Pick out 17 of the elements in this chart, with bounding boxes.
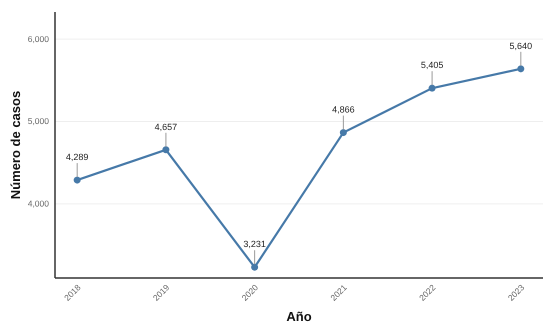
point xyxy=(428,84,436,92)
text: 4,866 xyxy=(332,104,355,115)
y-axis-title: Número de casos xyxy=(8,90,23,200)
text: 5,640 xyxy=(510,40,532,51)
text: 3,231 xyxy=(243,239,266,250)
point xyxy=(251,264,258,271)
y-tick-label: 5,000 xyxy=(28,116,50,126)
point xyxy=(340,129,347,136)
y-tick-label: 4,000 xyxy=(28,198,50,209)
point xyxy=(517,65,524,72)
x-axis-title: Año xyxy=(286,309,312,324)
y-tick-label: 6,000 xyxy=(28,34,50,44)
text: 4,289 xyxy=(66,152,88,162)
point xyxy=(74,176,81,184)
text: 5,405 xyxy=(420,60,444,70)
text: 4,657 xyxy=(154,122,178,132)
point xyxy=(162,146,170,154)
